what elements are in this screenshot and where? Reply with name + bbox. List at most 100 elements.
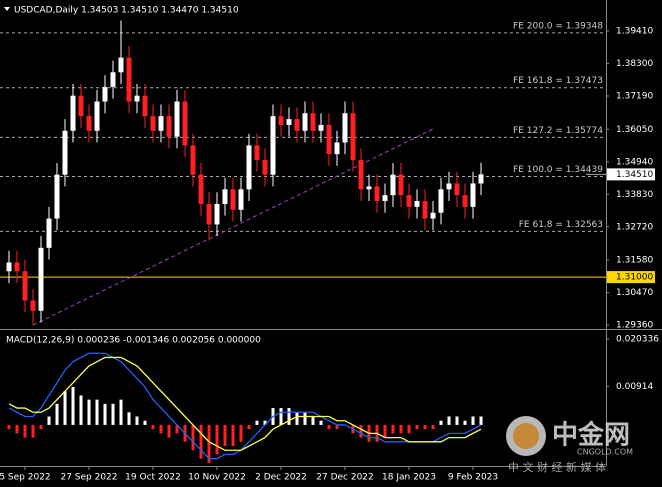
candle-body bbox=[38, 247, 44, 311]
x-tick-label: 18 Jan 2023 bbox=[382, 473, 436, 483]
candle-body bbox=[150, 116, 156, 131]
y-tick-label: 1.29360 bbox=[616, 321, 653, 331]
histogram-bar bbox=[439, 420, 443, 425]
fib-label: FE 100.0 = 1.34439 bbox=[513, 165, 603, 175]
candle-body bbox=[278, 116, 284, 125]
histogram-bar bbox=[199, 424, 203, 459]
histogram-bar bbox=[463, 420, 467, 425]
candle-body bbox=[190, 145, 196, 175]
candle-body bbox=[22, 271, 28, 301]
histogram-bar bbox=[479, 416, 483, 425]
candle-body bbox=[222, 189, 228, 204]
candle-body bbox=[134, 95, 140, 102]
y-tick-label: 1.32720 bbox=[616, 222, 653, 232]
histogram-bar bbox=[231, 424, 235, 447]
histogram-bar bbox=[215, 424, 219, 455]
horizontal-line-tag bbox=[607, 271, 655, 284]
candle-body bbox=[166, 116, 172, 137]
histogram-bar bbox=[47, 416, 51, 425]
fib-label: FE 161.8 = 1.37473 bbox=[513, 76, 603, 86]
candle-body bbox=[286, 119, 292, 125]
histogram-bar bbox=[455, 416, 459, 425]
x-tick-label: 9 Feb 2023 bbox=[448, 473, 498, 483]
histogram-bar bbox=[335, 424, 339, 430]
candle-body bbox=[454, 183, 460, 196]
histogram-bar bbox=[415, 424, 419, 430]
histogram-bar bbox=[263, 420, 267, 425]
candle-body bbox=[142, 95, 148, 117]
histogram-bar bbox=[175, 424, 179, 434]
y-tick-label: 1.39410 bbox=[616, 27, 653, 37]
candle-body bbox=[254, 145, 260, 161]
fib-label: FE 127.2 = 1.35774 bbox=[513, 126, 603, 136]
y-tick-label: 1.30470 bbox=[616, 288, 653, 298]
histogram-bar bbox=[407, 424, 411, 434]
candle-body bbox=[30, 300, 36, 311]
histogram-bar bbox=[143, 420, 147, 425]
x-tick-label: 5 Sep 2022 bbox=[0, 473, 51, 483]
histogram-bar bbox=[207, 424, 211, 463]
fib-label: FE 200.0 = 1.39348 bbox=[513, 21, 603, 31]
histogram-bar bbox=[151, 424, 155, 430]
histogram-bar bbox=[79, 395, 83, 425]
histogram-bar bbox=[167, 424, 171, 438]
histogram-bar bbox=[15, 424, 19, 434]
histogram-bar bbox=[247, 424, 251, 430]
candle-body bbox=[334, 142, 340, 155]
watermark-logo-core bbox=[513, 423, 539, 449]
histogram-bar bbox=[135, 416, 139, 425]
candle-body bbox=[358, 160, 364, 190]
watermark-site: CNGOLD.COM bbox=[577, 448, 633, 457]
candle-body bbox=[366, 186, 372, 190]
histogram-bar bbox=[119, 399, 123, 425]
x-tick-label: 10 Nov 2022 bbox=[188, 473, 246, 483]
candle-body bbox=[422, 201, 428, 219]
candle-body bbox=[446, 183, 452, 190]
candle-body bbox=[182, 101, 188, 146]
candle-body bbox=[230, 189, 236, 210]
candle-body bbox=[110, 72, 116, 87]
watermark: 中金网 CNGOLD.COM 中 文 财 经 新 媒 体 bbox=[506, 416, 633, 474]
candle-body bbox=[318, 124, 324, 131]
candle-body bbox=[174, 101, 180, 137]
histogram-bar bbox=[391, 424, 395, 434]
candle-body bbox=[310, 113, 316, 131]
candle-body bbox=[198, 174, 204, 204]
candle-body bbox=[470, 183, 476, 207]
candle-body bbox=[118, 57, 124, 73]
candle-body bbox=[214, 203, 220, 225]
watermark-slogan: 中 文 财 经 新 媒 体 bbox=[508, 460, 606, 474]
histogram-bar bbox=[295, 412, 299, 425]
last-price-label: 1.34510 bbox=[616, 170, 653, 180]
candle-body bbox=[206, 203, 212, 225]
y-tick-label: 1.38300 bbox=[616, 59, 653, 69]
y-tick-label: 0.00914 bbox=[616, 382, 653, 392]
histogram-bar bbox=[63, 391, 67, 425]
macd-header: MACD(12,26,9) 0.000236 -0.001346 0.00205… bbox=[6, 336, 261, 346]
macd-line bbox=[8, 356, 482, 451]
y-tick-label: 1.36050 bbox=[616, 125, 653, 135]
histogram-bar bbox=[103, 403, 107, 425]
histogram-bar bbox=[95, 399, 99, 425]
histogram-bar bbox=[39, 424, 43, 430]
candle-body bbox=[14, 262, 20, 272]
candle-body bbox=[462, 195, 468, 207]
histogram-bar bbox=[31, 424, 35, 438]
candle-body bbox=[302, 113, 308, 131]
histogram-bar bbox=[159, 424, 163, 434]
candle-body bbox=[390, 174, 396, 196]
histogram-bar bbox=[383, 424, 387, 438]
candle-body bbox=[54, 174, 60, 219]
candle-body bbox=[238, 189, 244, 210]
menu-triangle bbox=[4, 7, 10, 11]
candle-body bbox=[478, 174, 484, 184]
y-tick-label: 1.31580 bbox=[616, 256, 653, 266]
histogram-bar bbox=[71, 386, 75, 425]
histogram-bar bbox=[87, 399, 91, 425]
trendline bbox=[32, 127, 436, 326]
candle-body bbox=[438, 189, 444, 213]
histogram-bar bbox=[111, 403, 115, 425]
fib-label: FE 61.8 = 1.32563 bbox=[519, 220, 603, 230]
